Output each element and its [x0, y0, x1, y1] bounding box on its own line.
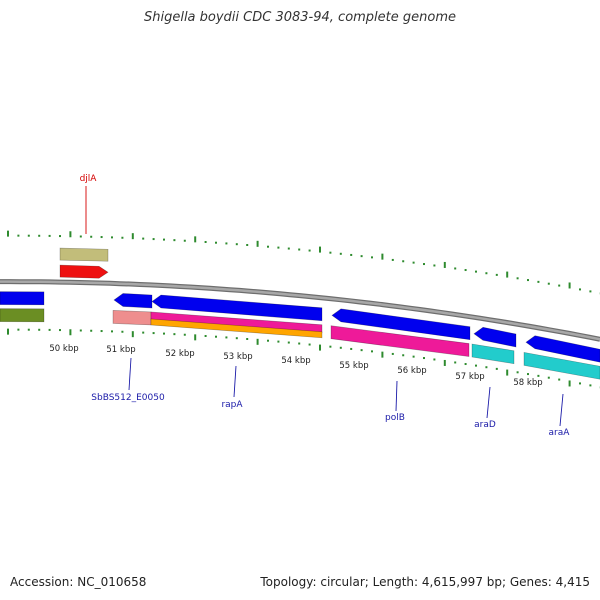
- scale-label: 53 kbp: [223, 352, 252, 362]
- genome-stats-text: Topology: circular; Length: 4,615,997 bp…: [260, 575, 590, 589]
- feature-djlA-khaki: [59, 247, 109, 262]
- scale-label: 55 kbp: [339, 361, 368, 371]
- scale-labels: 50 kbp 51 kbp 52 kbp 53 kbp 54 kbp 55 kbp 56 k…: [49, 344, 542, 388]
- gene-label: araD: [474, 420, 496, 430]
- gene-label: araA: [549, 428, 571, 438]
- gene-label: rapA: [221, 400, 243, 410]
- gene-label: polB: [385, 413, 405, 423]
- feature-orange-rapA: [150, 318, 323, 339]
- scale-label: 50 kbp: [49, 344, 78, 354]
- feature-cyan-araD: [471, 343, 515, 365]
- leader-line: [395, 380, 398, 412]
- gene-arrow-araA: [525, 335, 600, 363]
- feature-magenta-polB: [330, 325, 470, 357]
- map-title: Shigella boydii CDC 3083-94, complete ge…: [143, 10, 457, 25]
- gene-label: SbBS512_E0050: [91, 393, 165, 403]
- leader-line: [559, 393, 564, 427]
- gene-label: djlA: [80, 174, 98, 184]
- scale-label: 52 kbp: [165, 349, 194, 359]
- gene-arrow-polB: [331, 308, 471, 341]
- feature-cyan-araA: [523, 352, 600, 380]
- gene-labels: djlA SbBS512_E0050 rapA polB araD araA: [80, 174, 571, 438]
- scale-label: 58 kbp: [513, 378, 542, 388]
- inner-tick-track: [7, 328, 600, 389]
- gene-arrow-araD: [473, 326, 517, 348]
- scale-label: 56 kbp: [397, 366, 426, 376]
- accession-text: Accession: NC_010658: [10, 575, 147, 589]
- label-leader-lines: [85, 186, 564, 427]
- gene-arrow-E0050: [113, 293, 153, 309]
- scale-label: 54 kbp: [281, 356, 310, 366]
- outer-tick-track: [7, 230, 600, 295]
- feature-djlA-red: [59, 264, 109, 279]
- leader-line: [486, 386, 491, 419]
- genome-backbone: [0, 279, 600, 342]
- gene-arrow-left-edge: [0, 291, 45, 306]
- feature-salmon-block: [112, 310, 152, 326]
- backbone-line: [0, 280, 600, 341]
- feature-olive-block: [0, 308, 45, 323]
- leader-line: [128, 357, 132, 391]
- leader-line: [233, 365, 237, 398]
- gene-features: [0, 247, 600, 380]
- scale-label: 51 kbp: [106, 345, 135, 355]
- scale-label: 57 kbp: [455, 372, 484, 382]
- gene-arrow-rapA: [151, 294, 323, 322]
